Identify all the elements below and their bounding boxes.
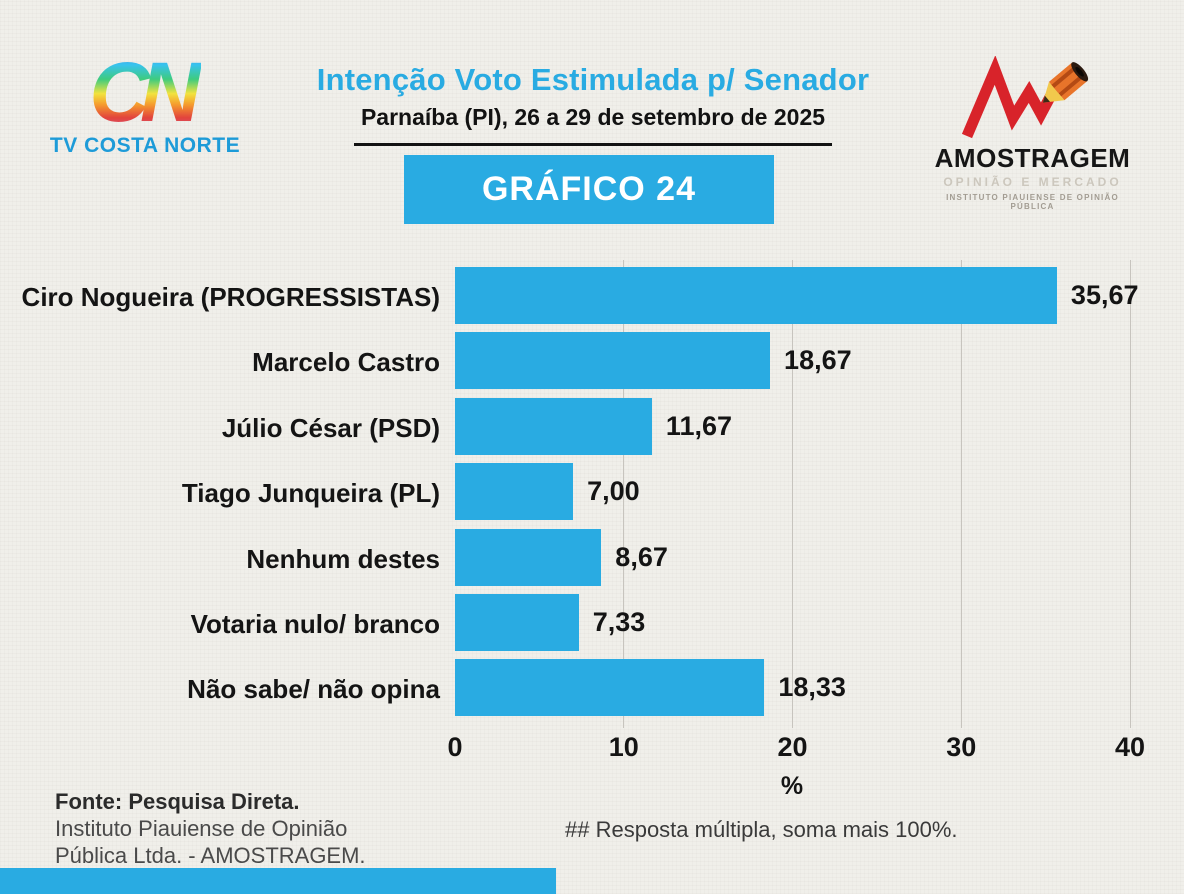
category-label: Marcelo Castro	[252, 347, 440, 378]
gridline	[792, 260, 793, 728]
x-axis-unit-label: %	[780, 772, 804, 800]
station-name: TV COSTA NORTE	[49, 134, 241, 157]
bar	[455, 267, 1057, 324]
category-label: Tiago Junqueira (PL)	[181, 478, 440, 509]
zigzag-pencil-icon	[961, 55, 1088, 139]
value-label: 18,67	[784, 345, 852, 376]
source-line: Instituto Piauiense de Opinião	[55, 816, 348, 841]
source-block: Fonte: Pesquisa Direta. Instituto Piauie…	[55, 788, 366, 869]
chart-number-banner: GRÁFICO 24	[404, 155, 774, 224]
x-tick-label: 30	[946, 732, 977, 762]
value-label: 35,67	[1070, 280, 1139, 310]
title-divider	[354, 143, 832, 146]
chart-number-label: GRÁFICO 24	[481, 170, 697, 208]
bar	[455, 659, 765, 717]
gridline	[960, 260, 962, 728]
bar	[455, 463, 574, 521]
page-subtitle: Parnaíba (PI), 26 a 29 de setembro de 20…	[360, 104, 826, 130]
bottom-accent-strip	[0, 868, 556, 894]
plot-area: 35,67 18,67 11,67 7,00 8,67 7,33 18,33	[455, 260, 1145, 728]
value-label: 7,33	[592, 607, 646, 637]
source-line: Pública Ltda. - AMOSTRAGEM.	[55, 843, 366, 868]
tv-costa-norte-logo: CN TV COSTA NORTE	[40, 50, 250, 158]
category-label: Ciro Nogueira (PROGRESSISTAS)	[21, 282, 440, 312]
institute-name: AMOSTRAGEM	[934, 143, 1131, 173]
title-block: Intenção Voto Estimulada p/ Senador Parn…	[248, 62, 938, 146]
gridline	[1129, 260, 1131, 728]
value-label: 11,67	[665, 410, 732, 441]
institute-subtext: INSTITUTO PIAUIENSE DE OPINIÃO PÚBLICA	[946, 193, 1119, 211]
bar	[455, 332, 771, 390]
value-label: 18,33	[778, 672, 846, 703]
category-label: Votaria nulo/ branco	[190, 609, 440, 639]
value-label: 7,00	[587, 476, 640, 507]
institute-tagline: OPINIÃO E MERCADO	[943, 175, 1122, 189]
value-label: 8,67	[615, 541, 668, 572]
category-label: Nenhum destes	[246, 543, 440, 574]
page-title: Intenção Voto Estimulada p/ Senador	[316, 62, 870, 97]
bar	[455, 397, 652, 455]
x-tick-label: 10	[608, 732, 639, 762]
category-label: Não sabe/ não opina	[187, 674, 440, 705]
x-axis: 0 10 20 30 40	[0, 732, 1184, 766]
amostragem-logo: AMOSTRAGEM OPINIÃO E MERCADO INSTITUTO P…	[925, 55, 1140, 211]
source-line: Fonte: Pesquisa Direta.	[55, 789, 300, 814]
x-tick-label: 0	[447, 732, 463, 762]
bar	[455, 528, 602, 586]
footer-note: ## Resposta múltipla, soma mais 100%.	[565, 817, 958, 842]
category-label: Júlio César (PSD)	[221, 412, 440, 443]
gridline	[623, 260, 625, 728]
bar	[455, 594, 579, 651]
x-tick-label: 40	[1114, 732, 1146, 762]
x-tick-label: 20	[777, 732, 808, 762]
cn-monogram-icon: CN	[89, 50, 200, 134]
